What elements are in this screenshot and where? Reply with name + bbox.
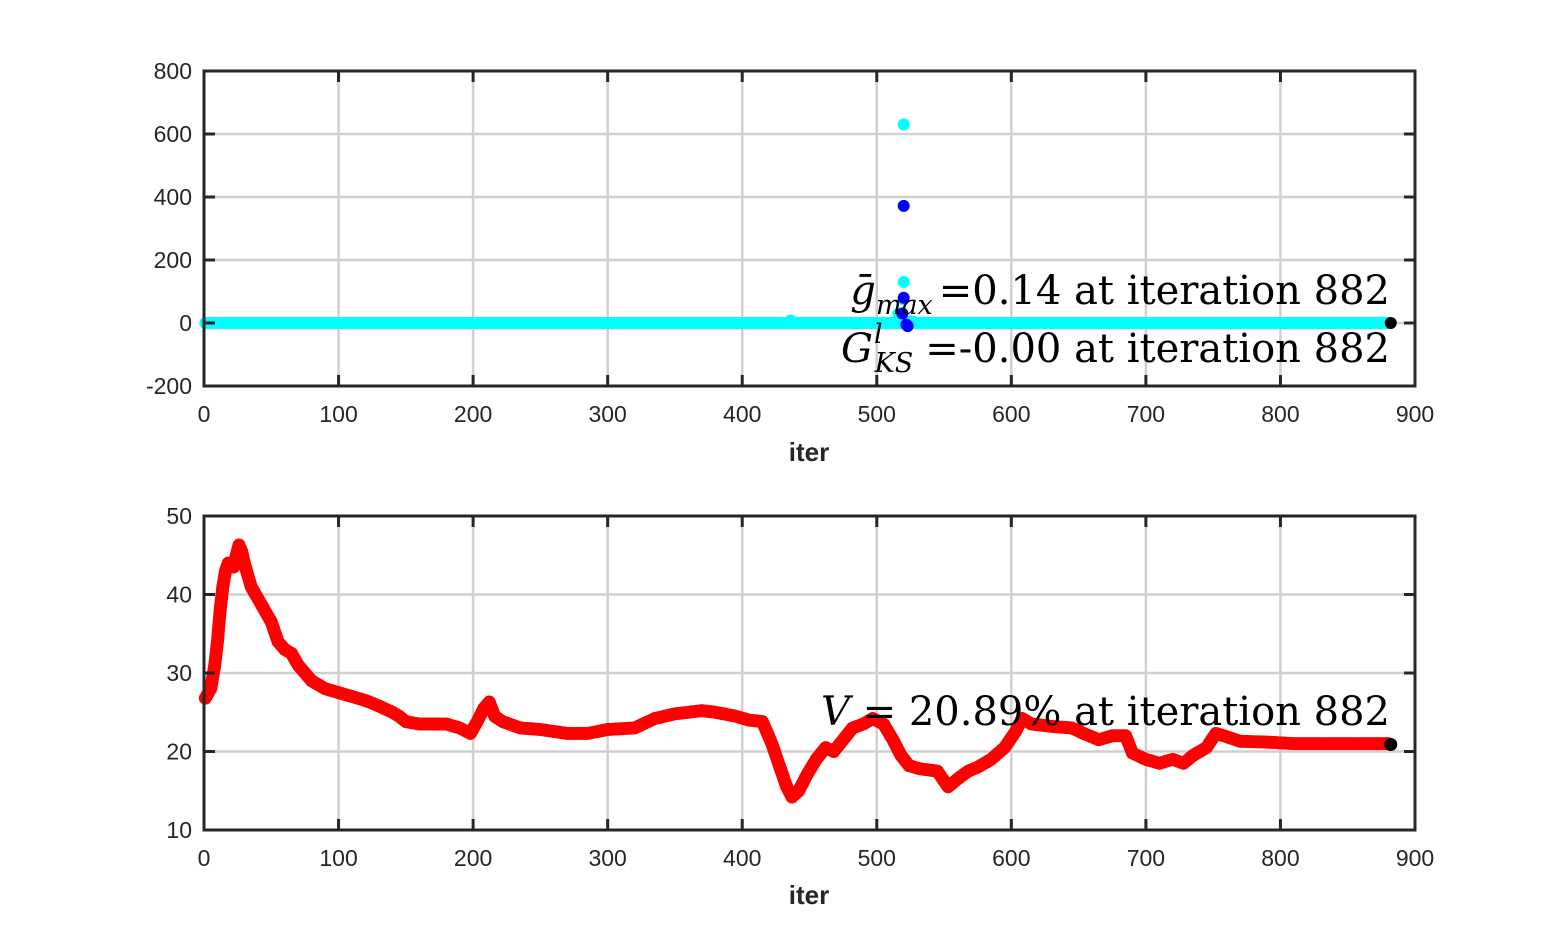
- axes-top-xtick-label: 400: [723, 401, 761, 427]
- annotation-gmax-symbol: ḡ: [850, 268, 876, 314]
- axes-bottom-ytick-label: 30: [166, 660, 192, 686]
- annotation-gks: Gl KS =-0.00 at iteration 882: [841, 319, 1390, 379]
- axes-bottom-ytick-label: 50: [166, 503, 192, 529]
- annotation-gmax: ḡmax =0.14 at iteration 882: [850, 268, 1390, 321]
- axes-top-frame: [202, 69, 1417, 388]
- axes-top-ytick-label: 600: [154, 121, 192, 147]
- axes-top-series-0-outlier: [897, 276, 910, 289]
- axes-top-xtick-label: 300: [588, 401, 626, 427]
- axes-top-xtick-label: 500: [858, 401, 896, 427]
- annotation-volume-text: = 20.89% at iteration 882: [850, 689, 1390, 735]
- axes-bottom-xtick-label: 500: [858, 845, 896, 871]
- axes-bottom-marks: [198, 538, 1398, 804]
- axes-top-series-1-outlier: [901, 320, 914, 333]
- axes-bottom-xtick-label: 300: [588, 845, 626, 871]
- axes-bottom-xtick-label: 700: [1127, 845, 1165, 871]
- axes-top-ytick-label: 0: [179, 310, 192, 336]
- axes-bottom-xtick-label: 100: [319, 845, 357, 871]
- axes-top-ytick-label: 800: [154, 58, 192, 84]
- axes-top-marks: [199, 118, 1397, 333]
- axes-top: 0 100 200 300 400 500 600 700 800 900 800 600 400 20…: [146, 58, 1434, 467]
- axes-bottom-xtick-labels: 0 100 200 300 400 500 600 700 800 900: [198, 845, 1435, 871]
- axes-bottom-ytick-label: 10: [166, 817, 192, 843]
- annotation-gks-subscript: KS: [874, 348, 914, 379]
- axes-bottom-xtick-label: 600: [992, 845, 1030, 871]
- axes-top-series-1-outlier: [896, 307, 909, 320]
- axes-top-xtick-label: 700: [1127, 401, 1165, 427]
- axes-bottom-ytick-label: 40: [166, 582, 192, 608]
- annotation-gmax-text: =0.14 at iteration 882: [939, 268, 1390, 314]
- axes-top-xtick-label: 100: [319, 401, 357, 427]
- annotation-gks-superscript: l: [874, 319, 883, 350]
- axes-top-xtick-label: 600: [992, 401, 1030, 427]
- axes-top-ytick-label: -200: [146, 373, 192, 399]
- axes-bottom-ytick-labels: 50 40 30 20 10: [166, 503, 192, 843]
- axes-top-ytick-label: 200: [154, 247, 192, 273]
- axes-top-xtick-labels: 0 100 200 300 400 500 600 700 800 900: [198, 401, 1435, 427]
- axes-top-series-0-outlier: [897, 118, 910, 131]
- annotation-volume: V = 20.89% at iteration 882: [821, 689, 1390, 735]
- axes-top-series-1-outlier: [897, 199, 910, 212]
- axes-top-series-2-point: [1384, 316, 1397, 329]
- axes-bottom-xtick-label: 800: [1261, 845, 1299, 871]
- axes-bottom-xlabel: iter: [789, 880, 829, 910]
- axes-bottom-ticks: [202, 514, 1417, 832]
- axes-bottom-ytick-label: 20: [166, 739, 192, 765]
- axes-top-ytick-label: 400: [154, 184, 192, 210]
- axes-top-background: [204, 71, 1415, 386]
- axes-top-series-0-outlier: [784, 314, 797, 327]
- axes-bottom-series-1-point: [1384, 738, 1398, 752]
- axes-bottom-xtick-label: 900: [1396, 845, 1434, 871]
- axes-bottom-xtick-label: 400: [723, 845, 761, 871]
- axes-bottom-xtick-label: 0: [198, 845, 211, 871]
- annotation-gmax-subscript: max: [876, 290, 933, 321]
- axes-top-xtick-label: 800: [1261, 401, 1299, 427]
- axes-top-series-1-outlier: [897, 291, 910, 304]
- axes-top-ticks: [202, 69, 1417, 388]
- annotation-gks-text: =-0.00 at iteration 882: [925, 326, 1390, 372]
- annotation-gks-symbol: G: [841, 326, 873, 372]
- axes-top-xlabel: iter: [789, 437, 829, 467]
- axes-top-xtick-label: 0: [198, 401, 211, 427]
- axes-bottom: 0 100 200 300 400 500 600 700 800 900 5040302010 …: [166, 503, 1434, 910]
- axes-top-xtick-label: 200: [454, 401, 492, 427]
- annotation-volume-symbol: V: [821, 689, 854, 735]
- axes-bottom-xtick-label: 200: [454, 845, 492, 871]
- axes-top-ytick-labels: 800 600 400 200 0 -200: [146, 58, 192, 399]
- axes-top-xtick-label: 900: [1396, 401, 1434, 427]
